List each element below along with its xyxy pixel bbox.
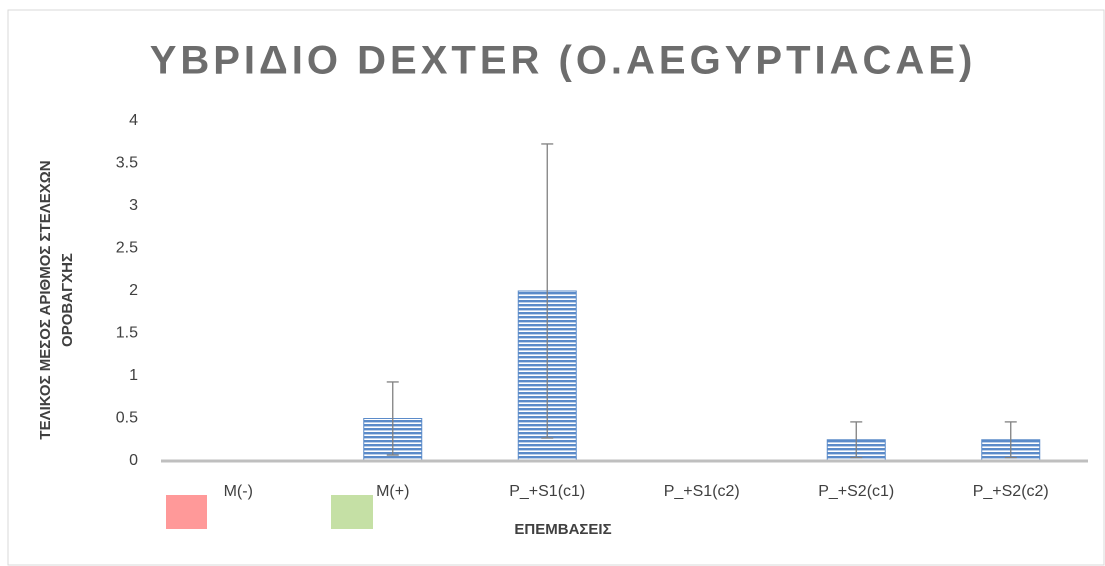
y-tick-label: 3.5 — [116, 155, 138, 172]
x-tick-label: M(+) — [376, 483, 409, 500]
y-tick-label: 0.5 — [116, 410, 138, 427]
chart-frame — [7, 9, 1105, 566]
legend-swatch — [166, 495, 207, 529]
x-tick-label: P_+S1(c1) — [509, 483, 585, 500]
y-axis-title: ΤΕΛΙΚΟΣ ΜΕΣΟΣ ΑΡΙΘΜΟΣ ΣΤΕΛΕΧΩΝ — [37, 160, 54, 439]
error-bar — [1004, 421, 1017, 459]
y-tick-label: 0 — [129, 452, 138, 469]
chart-title: ΥΒΡΙΔΙΟ DEXTER (O.AEGYPTIACAE) — [150, 39, 977, 83]
legend-swatch — [331, 495, 373, 529]
error-bar — [541, 143, 554, 439]
x-tick-label: M(-) — [224, 483, 253, 500]
y-tick-label: 4 — [129, 112, 138, 129]
x-tick-label: P_+S2(c2) — [973, 483, 1049, 500]
y-tick-label: 1 — [129, 367, 138, 384]
y-tick-label: 2.5 — [116, 240, 138, 257]
y-tick-label: 3 — [129, 197, 138, 214]
x-tick-label: P_+S2(c1) — [818, 483, 894, 500]
y-tick-label: 1.5 — [116, 325, 138, 342]
x-axis-title: ΕΠΕΜΒΑΣΕΙΣ — [514, 521, 611, 538]
error-bar — [386, 381, 399, 456]
y-axis-title: ΟΡΟΒΑΓΧΗΣ — [59, 253, 76, 347]
y-tick-label: 2 — [129, 282, 138, 299]
error-bar — [850, 421, 863, 459]
x-tick-label: P_+S1(c2) — [664, 483, 740, 500]
